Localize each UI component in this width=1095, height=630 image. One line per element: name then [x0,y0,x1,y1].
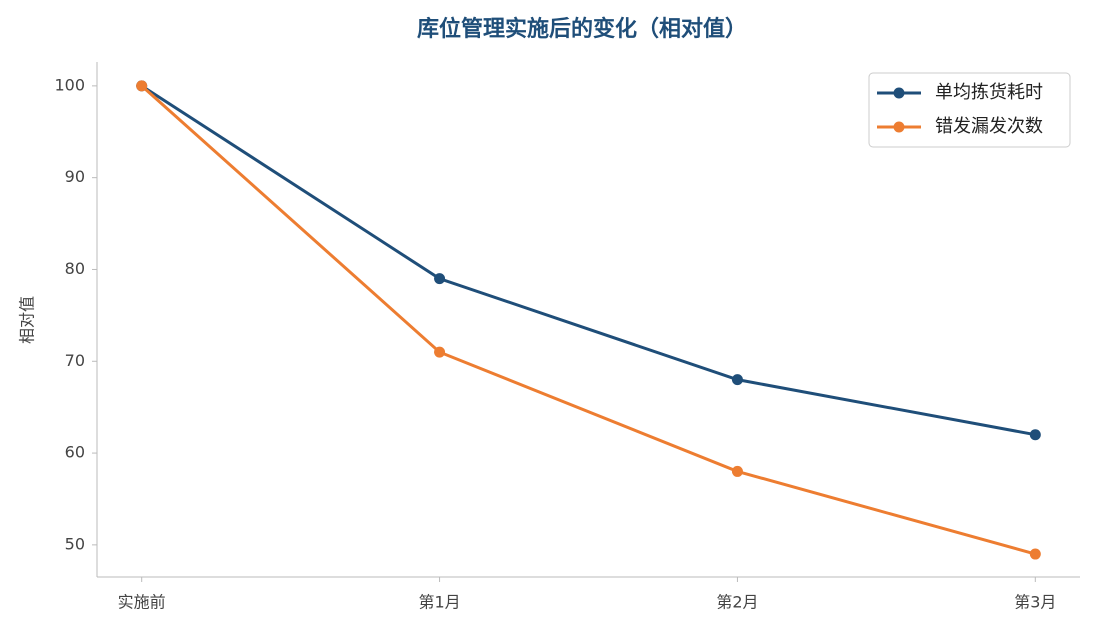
x-tick-label: 第3月 [1014,593,1056,612]
y-tick-label: 80 [65,259,85,278]
series-line [140,84,1036,556]
point [731,374,743,386]
point [1029,429,1041,441]
y-tick-label: 50 [65,534,85,553]
chart-title: 库位管理实施后的变化（相对值） [417,16,747,42]
point [434,273,446,285]
x-tick-label: 实施前 [118,593,166,612]
legend-label: 单均拣货耗时 [935,82,1043,103]
y-tick-label: 100 [54,75,85,94]
x-tick-label: 第1月 [418,593,460,612]
series-line [140,84,1036,437]
y-tick-label: 90 [65,167,85,186]
point [136,80,148,92]
x-tick-label: 第2月 [716,593,758,612]
y-tick-label: 70 [65,351,85,370]
point [1029,548,1041,560]
point [731,465,743,477]
y-tick-label: 60 [65,443,85,462]
y-axis-label: 相对值 [18,296,37,344]
legend-marker [893,121,905,133]
legend-label: 错发漏发次数 [935,116,1043,137]
point [434,346,446,358]
legend-marker [893,87,905,99]
